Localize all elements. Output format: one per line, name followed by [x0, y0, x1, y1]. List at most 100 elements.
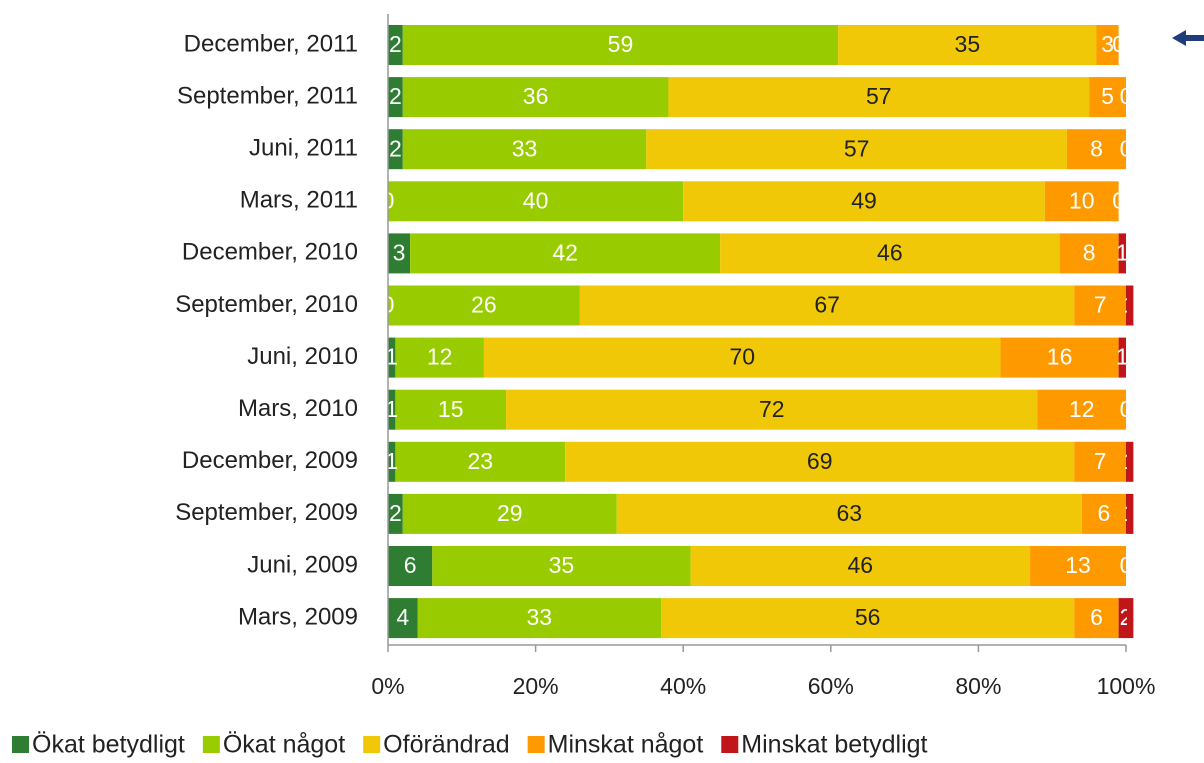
legend-swatch [202, 736, 220, 753]
value-label: 56 [855, 604, 881, 630]
bar-segment [388, 285, 580, 326]
value-label: 2 [1120, 604, 1133, 630]
value-label: 72 [759, 396, 785, 422]
legend-label: Ökat något [223, 731, 345, 759]
value-label: 3 [393, 239, 406, 265]
value-label: 8 [1083, 239, 1096, 265]
bar-segment [432, 546, 691, 586]
bar-segment [388, 129, 403, 170]
legend-label: Minskat betydligt [741, 731, 927, 759]
bar-segment [402, 77, 669, 118]
bar-segment [1118, 337, 1126, 378]
value-label: 4 [396, 604, 409, 630]
bar-segment [616, 493, 1082, 534]
legend-item: Oförändrad [363, 731, 510, 759]
legend-item: Minskat betydligt [721, 731, 928, 759]
category-label: Mars, 2010 [238, 395, 358, 422]
bar-segment [1044, 181, 1119, 222]
bar-segment [402, 493, 617, 534]
category-label: December, 2009 [182, 447, 358, 474]
bar-segment [402, 25, 839, 65]
bar-segment [395, 389, 507, 430]
bar-segment [483, 337, 1001, 378]
value-label: 8 [1090, 135, 1103, 161]
bar-segment [1000, 337, 1119, 378]
value-label: 35 [955, 31, 981, 57]
bar-segment [388, 493, 403, 534]
x-tick-label: 80% [955, 673, 1001, 699]
value-label: 29 [497, 500, 523, 526]
value-label: 3 [1101, 31, 1114, 57]
bar-segment [1037, 389, 1126, 430]
value-label: 26 [471, 292, 497, 318]
x-tick-label: 100% [1097, 673, 1156, 699]
bar-segment [388, 441, 396, 482]
legend-label: Minskat något [548, 731, 704, 759]
x-tick-label: 40% [660, 673, 706, 699]
value-label: 0 [1120, 396, 1133, 422]
bar-segment [388, 337, 396, 378]
value-label: 10 [1069, 187, 1095, 213]
category-label: Mars, 2009 [238, 603, 358, 630]
bar-segment [1118, 233, 1126, 274]
value-label: 2 [389, 500, 402, 526]
value-label: 1 [385, 396, 398, 422]
category-label: September, 2010 [175, 291, 358, 318]
value-label: 6 [1090, 604, 1103, 630]
value-label: 23 [467, 448, 493, 474]
value-label: 0 [1120, 83, 1133, 109]
bar-segment [646, 129, 1067, 170]
value-label: 0 [1120, 552, 1133, 578]
value-label: 2 [389, 31, 402, 57]
x-tick-label: 0% [371, 673, 404, 699]
legend-item: Ökat betydligt [12, 731, 185, 759]
bar-segment [402, 129, 647, 170]
bar-segment [1030, 546, 1126, 586]
category-label: Juni, 2011 [249, 135, 358, 162]
value-label: 0 [1112, 31, 1125, 57]
bar-segment [690, 546, 1031, 586]
category-label: September, 2011 [177, 82, 358, 109]
legend-label: Ökat betydligt [32, 731, 185, 759]
bar-segment [506, 389, 1038, 430]
value-label: 1 [385, 344, 398, 370]
bar-segment [417, 598, 662, 639]
value-label: 6 [1097, 500, 1110, 526]
legend-swatch [721, 736, 739, 753]
value-label: 16 [1047, 344, 1073, 370]
value-label: 49 [851, 187, 877, 213]
value-label: 7 [1094, 448, 1107, 474]
value-label: 2 [389, 135, 402, 161]
value-label: 67 [814, 292, 840, 318]
value-label: 35 [549, 552, 575, 578]
value-label: 2 [389, 83, 402, 109]
bar-segment [1096, 25, 1119, 65]
bar-segment [565, 441, 1075, 482]
value-label: 57 [844, 135, 870, 161]
bar-segment [410, 233, 721, 274]
value-label: 13 [1065, 552, 1091, 578]
value-label: 57 [866, 83, 892, 109]
legend-swatch [527, 736, 545, 753]
value-label: 15 [438, 396, 464, 422]
bar-segment [1126, 493, 1134, 534]
category-label: September, 2009 [175, 499, 358, 526]
bar-segment [683, 181, 1045, 222]
value-label: 1 [1116, 239, 1129, 265]
value-label: 70 [729, 344, 755, 370]
category-label: December, 2011 [184, 30, 358, 57]
value-labels: 2 59 35 302 36 57 5 02 33 57 8 00 40 49 10 03 42 46 8 10 26 6… [385, 31, 1133, 630]
value-label: 59 [608, 31, 634, 57]
bar-segment [1081, 493, 1126, 534]
value-label: 46 [848, 552, 874, 578]
value-label: 7 [1094, 292, 1107, 318]
value-label: 1 [1116, 344, 1129, 370]
bar-segment [388, 233, 411, 274]
bar-segment [395, 441, 566, 482]
x-tick-label: 20% [513, 673, 559, 699]
x-tick-label: 60% [808, 673, 854, 699]
category-label: Mars, 2011 [240, 187, 358, 214]
value-label: 63 [836, 500, 862, 526]
bar-segment [668, 77, 1090, 118]
